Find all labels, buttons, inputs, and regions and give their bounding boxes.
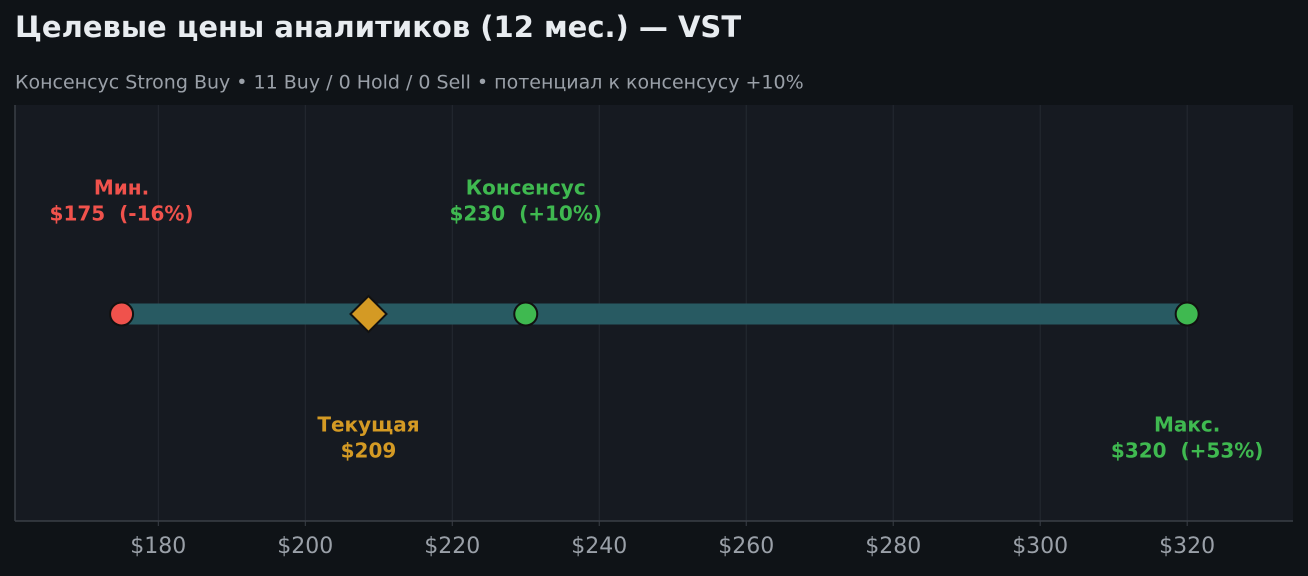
x-tick-label: $200 — [277, 534, 333, 559]
marker-value-label: $209 — [341, 439, 397, 463]
marker-name: Консенсус — [466, 176, 586, 200]
chart-subtitle: Консенсус Strong Buy • 11 Buy / 0 Hold /… — [15, 72, 804, 94]
target-marker — [513, 301, 539, 327]
target-marker — [109, 301, 135, 327]
marker-name: Мин. — [94, 176, 149, 200]
marker-value-label: $230 (+10%) — [450, 202, 603, 226]
x-tick-label: $220 — [424, 534, 480, 559]
chart-title: Целевые цены аналитиков (12 мес.) — VST — [15, 10, 741, 44]
x-tick-label: $260 — [718, 534, 774, 559]
x-tick-label: $300 — [1012, 534, 1068, 559]
x-tick-label: $240 — [571, 534, 627, 559]
current-marker — [349, 294, 388, 334]
x-tick-label: $180 — [130, 534, 186, 559]
x-tick-label: $320 — [1159, 534, 1215, 559]
target-marker — [1174, 301, 1200, 327]
marker-name: Текущая — [317, 413, 419, 437]
marker-value-label: $175 (-16%) — [50, 202, 194, 226]
marker-name: Макс. — [1154, 413, 1220, 437]
x-tick-label: $280 — [865, 534, 921, 559]
marker-value-label: $320 (+53%) — [1111, 439, 1264, 463]
